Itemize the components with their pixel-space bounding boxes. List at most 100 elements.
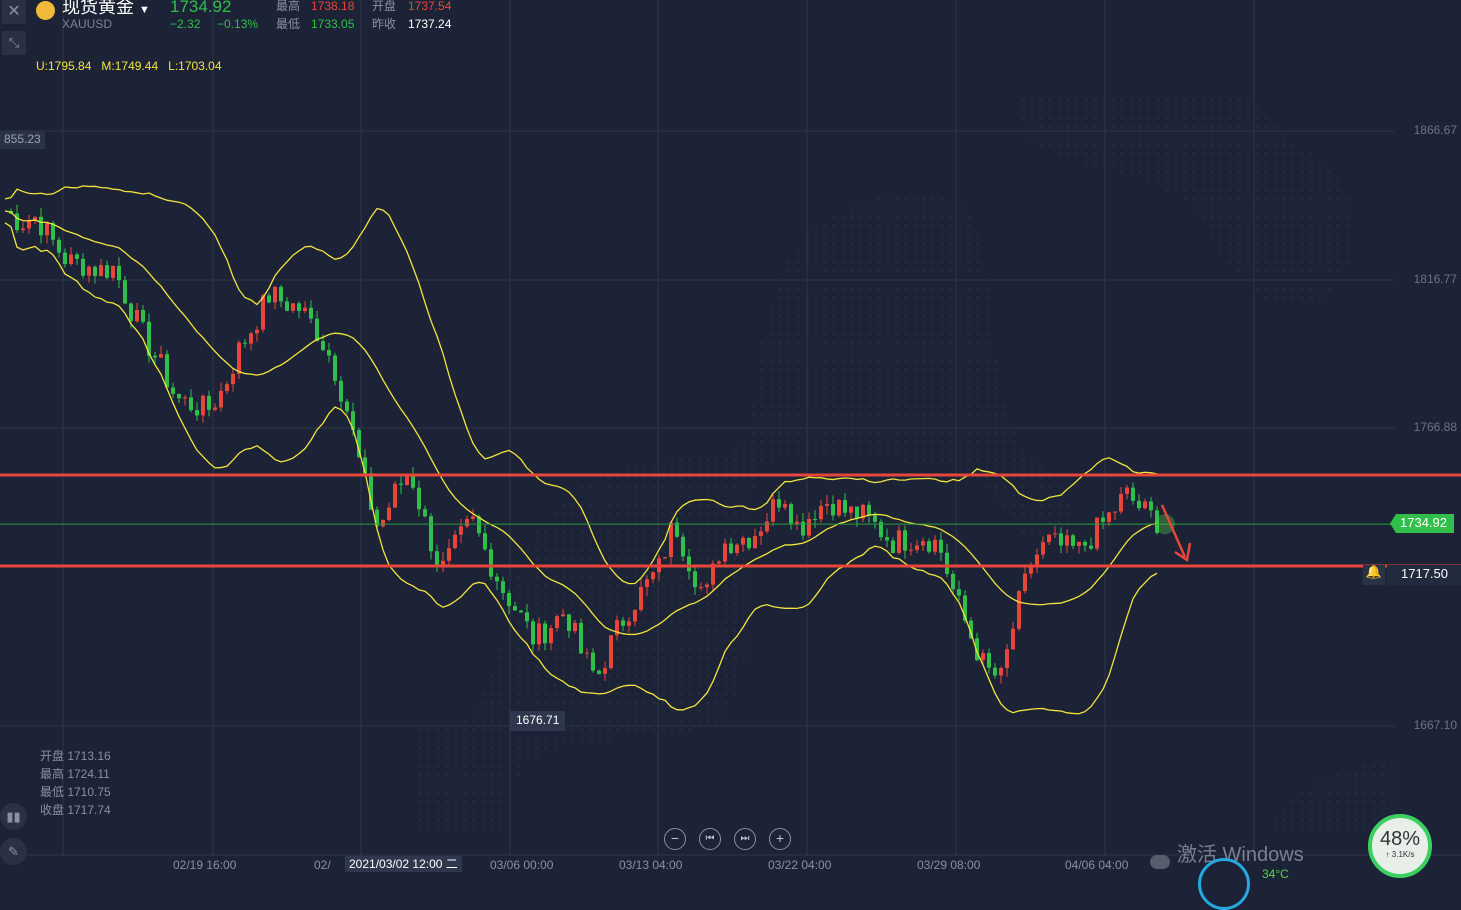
map-dot — [760, 431, 764, 435]
map-dot — [1237, 242, 1241, 246]
candle-body — [153, 355, 157, 358]
map-dot — [1219, 206, 1223, 210]
map-dot — [1174, 143, 1178, 147]
map-dot — [715, 692, 719, 696]
map-dot — [706, 719, 710, 723]
map-dot — [1057, 116, 1061, 120]
alert-price-tag[interactable]: 1717.50 — [1387, 565, 1461, 585]
map-dot — [850, 296, 854, 300]
candle-body — [177, 393, 181, 399]
map-dot — [1237, 170, 1241, 174]
map-dot — [436, 782, 440, 786]
map-dot — [490, 737, 494, 741]
map-dot — [850, 386, 854, 390]
candle-body — [387, 507, 391, 520]
map-dot — [724, 485, 728, 489]
map-dot — [1147, 116, 1151, 120]
map-dot — [823, 350, 827, 354]
candle-body — [615, 620, 619, 636]
map-dot — [1219, 188, 1223, 192]
map-dot — [976, 341, 980, 345]
map-dot — [1219, 125, 1223, 129]
bell-icon[interactable]: 🔔 — [1363, 564, 1385, 585]
map-dot — [553, 539, 557, 543]
candle-body — [681, 536, 685, 557]
chart-type-icon[interactable]: ▮▮ — [0, 803, 27, 830]
map-dot — [733, 539, 737, 543]
map-dot — [679, 485, 683, 489]
map-dot — [1039, 512, 1043, 516]
candle-body — [123, 280, 127, 304]
price-chart[interactable] — [0, 0, 1461, 881]
map-dot — [1219, 98, 1223, 102]
map-dot — [1012, 512, 1016, 516]
map-dot — [859, 269, 863, 273]
map-dot — [1255, 152, 1259, 156]
map-dot — [535, 647, 539, 651]
map-dot — [1057, 530, 1061, 534]
map-dot — [517, 656, 521, 660]
map-dot — [814, 296, 818, 300]
close-button[interactable]: ✕ — [2, 0, 26, 24]
map-dot — [850, 359, 854, 363]
instrument-selector[interactable]: 现货黄金 ▼ — [62, 0, 150, 17]
candle-body — [1101, 517, 1105, 522]
map-dot — [796, 269, 800, 273]
candle-body — [849, 506, 853, 513]
map-dot — [787, 368, 791, 372]
zoom-in-button[interactable]: + — [769, 828, 791, 850]
map-dot — [1165, 170, 1169, 174]
map-dot — [832, 449, 836, 453]
map-dot — [922, 206, 926, 210]
candle-body — [171, 387, 175, 394]
map-dot — [643, 683, 647, 687]
map-dot — [1048, 485, 1052, 489]
map-dot — [697, 602, 701, 606]
map-dot — [832, 251, 836, 255]
map-dot — [706, 611, 710, 615]
map-dot — [859, 305, 863, 309]
map-dot — [724, 692, 728, 696]
scroll-end-button[interactable]: ⏭ — [734, 828, 756, 850]
map-dot — [697, 557, 701, 561]
map-dot — [1021, 530, 1025, 534]
map-dot — [715, 503, 719, 507]
map-dot — [1327, 242, 1331, 246]
map-dot — [1057, 125, 1061, 129]
map-dot — [931, 296, 935, 300]
map-dot — [985, 458, 989, 462]
map-dot — [418, 782, 422, 786]
map-dot — [580, 485, 584, 489]
map-dot — [643, 548, 647, 552]
map-dot — [652, 602, 656, 606]
map-dot — [688, 656, 692, 660]
zoom-out-button[interactable]: − — [664, 828, 686, 850]
map-dot — [958, 359, 962, 363]
map-dot — [958, 296, 962, 300]
map-dot — [580, 656, 584, 660]
map-dot — [436, 755, 440, 759]
map-dot — [589, 503, 593, 507]
map-dot — [688, 458, 692, 462]
map-dot — [796, 314, 800, 318]
map-dot — [1291, 818, 1295, 822]
map-dot — [760, 350, 764, 354]
map-dot — [589, 593, 593, 597]
map-dot — [715, 611, 719, 615]
scroll-start-button[interactable]: ⏮ — [699, 828, 721, 850]
map-dot — [706, 647, 710, 651]
pencil-icon[interactable]: ✎ — [0, 838, 27, 865]
map-dot — [886, 422, 890, 426]
map-dot — [481, 728, 485, 732]
map-dot — [760, 386, 764, 390]
map-dot — [481, 791, 485, 795]
map-dot — [1246, 197, 1250, 201]
candle-body — [51, 223, 55, 240]
map-dot — [445, 728, 449, 732]
collapse-button[interactable]: ⤡ — [2, 31, 26, 55]
map-dot — [832, 233, 836, 237]
map-dot — [886, 305, 890, 309]
candle-body — [1029, 566, 1033, 574]
map-dot — [742, 440, 746, 444]
map-dot — [967, 305, 971, 309]
